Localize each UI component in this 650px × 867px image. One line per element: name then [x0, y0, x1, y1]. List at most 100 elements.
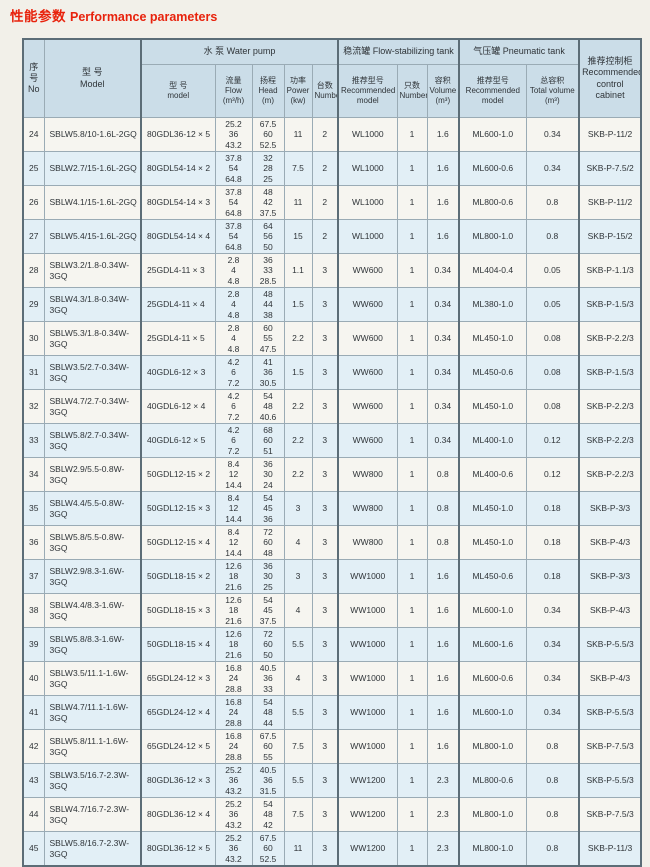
cell-cabinet: SKB-P-11/2 [578, 185, 642, 220]
cell-power: 5.5 [283, 695, 313, 730]
cell-st-qty: 1 [396, 525, 428, 560]
cell-st-model: WL1000 [337, 185, 398, 220]
cell-st-qty: 1 [396, 389, 428, 424]
cell-head: 54 48 40.6 [251, 389, 285, 424]
cell-head: 67.5 60 52.5 [251, 117, 285, 152]
cell-head: 72 60 50 [251, 627, 285, 662]
cell-pn-vol: 0.8 [525, 831, 581, 867]
cell-pn-model: ML800-1.0 [458, 831, 527, 867]
cell-flow: 8.4 12 14.4 [214, 457, 253, 492]
cell-st-qty: 1 [396, 729, 428, 764]
cell-st-model: WW800 [337, 457, 398, 492]
cell-no: 43 [22, 763, 45, 798]
cell-st-qty: 1 [396, 423, 428, 458]
cell-flow: 12.6 18 21.6 [214, 627, 253, 662]
cell-flow: 2.8 4 4.8 [214, 253, 253, 288]
cell-qty: 2 [311, 219, 340, 254]
cell-model: SBLW3.5/16.7-2.3W-3GQ [43, 763, 142, 798]
cell-head: 40.5 36 31.5 [251, 763, 285, 798]
cell-power: 11 [283, 117, 313, 152]
cell-cabinet: SKB-P-5.5/3 [578, 763, 642, 798]
cell-power: 1.5 [283, 287, 313, 322]
cell-pn-vol: 0.34 [525, 151, 581, 186]
cell-cabinet: SKB-P-7.5/2 [578, 151, 642, 186]
header-st-qty: 只数 Number [396, 64, 428, 118]
cell-flow: 4.2 6 7.2 [214, 423, 253, 458]
cell-pump: 25GDL4-11 × 3 [140, 253, 216, 288]
cell-qty: 3 [311, 423, 340, 458]
cell-st-model: WW1200 [337, 831, 398, 867]
cell-pump: 50GDL12-15 × 4 [140, 525, 216, 560]
cell-st-vol: 0.34 [426, 321, 461, 356]
table-row: 38 SBLW4.4/8.3-1.6W-3GQ 50GDL18-15 × 3 12.6… [22, 593, 642, 628]
cell-model: SBLW4.7/16.7-2.3W-3GQ [43, 797, 142, 832]
cell-st-qty: 1 [396, 797, 428, 832]
cell-head: 41 36 30.5 [251, 355, 285, 390]
cell-st-vol: 1.6 [426, 695, 461, 730]
cell-flow: 25.2 36 43.2 [214, 797, 253, 832]
cell-pn-model: ML600-1.0 [458, 695, 527, 730]
table-row: 33 SBLW5.8/2.7-0.34W-3GQ 40GDL6-12 × 5 4.2 … [22, 423, 642, 458]
cell-st-qty: 1 [396, 355, 428, 390]
cell-pump: 80GDL36-12 × 3 [140, 763, 216, 798]
cell-flow: 16.8 24 28.8 [214, 729, 253, 764]
cell-cabinet: SKB-P-3/3 [578, 491, 642, 526]
cell-st-model: WL1000 [337, 117, 398, 152]
cell-st-qty: 1 [396, 695, 428, 730]
cell-cabinet: SKB-P-7.5/3 [578, 729, 642, 764]
cell-power: 7.5 [283, 729, 313, 764]
cell-no: 27 [22, 219, 45, 254]
cell-qty: 3 [311, 321, 340, 356]
cell-head: 36 30 24 [251, 457, 285, 492]
cell-flow: 16.8 24 28.8 [214, 661, 253, 696]
cell-st-model: WL1000 [337, 151, 398, 186]
cell-qty: 3 [311, 695, 340, 730]
header-cabinet: 推荐控制柜 Recommended control cabinet [578, 38, 642, 118]
cell-power: 4 [283, 593, 313, 628]
cell-st-model: WW1000 [337, 661, 398, 696]
cell-cabinet: SKB-P-2.2/3 [578, 423, 642, 458]
header-pump-qty: 台数 Number [311, 64, 340, 118]
cell-pn-model: ML450-0.6 [458, 355, 527, 390]
cell-pn-vol: 0.08 [525, 321, 581, 356]
cell-pn-model: ML400-0.6 [458, 457, 527, 492]
cell-power: 1.5 [283, 355, 313, 390]
cell-power: 11 [283, 831, 313, 867]
table-row: 25 SBLW2.7/15-1.6L-2GQ 80GDL54-14 × 2 37.8 … [22, 151, 642, 186]
header-group-pneumatic-tank: 气压罐 Pneumatic tank [458, 38, 581, 65]
cell-model: SBLW2.7/15-1.6L-2GQ [43, 151, 142, 186]
table-row: 29 SBLW4.3/1.8-0.34W-3GQ 25GDL4-11 × 4 2.8 … [22, 287, 642, 322]
cell-flow: 12.6 18 21.6 [214, 593, 253, 628]
cell-no: 38 [22, 593, 45, 628]
header-pump-model: 型 号 model [140, 64, 216, 118]
cell-st-vol: 0.34 [426, 253, 461, 288]
cell-model: SBLW5.8/8.3-1.6W-3GQ [43, 627, 142, 662]
cell-pump: 40GDL6-12 × 4 [140, 389, 216, 424]
cell-qty: 2 [311, 117, 340, 152]
cell-no: 33 [22, 423, 45, 458]
cell-pn-vol: 0.08 [525, 389, 581, 424]
cell-no: 28 [22, 253, 45, 288]
table-row: 34 SBLW2.9/5.5-0.8W-3GQ 50GDL12-15 × 2 8.4 … [22, 457, 642, 492]
page-title-cn: 性能参数 [10, 9, 66, 24]
cell-st-vol: 2.3 [426, 763, 461, 798]
cell-st-qty: 1 [396, 185, 428, 220]
cell-st-qty: 1 [396, 287, 428, 322]
cell-pn-vol: 0.8 [525, 763, 581, 798]
table-row: 27 SBLW5.4/15-1.6L-2GQ 80GDL54-14 × 4 37.8 … [22, 219, 642, 254]
cell-pn-vol: 0.34 [525, 117, 581, 152]
cell-qty: 2 [311, 185, 340, 220]
cell-cabinet: SKB-P-4/3 [578, 661, 642, 696]
cell-st-model: WW600 [337, 355, 398, 390]
cell-model: SBLW4.1/15-1.6L-2GQ [43, 185, 142, 220]
cell-head: 36 33 28.5 [251, 253, 285, 288]
cell-cabinet: SKB-P-2.2/3 [578, 389, 642, 424]
cell-head: 36 30 25 [251, 559, 285, 594]
cell-model: SBLW4.7/2.7-0.34W-3GQ [43, 389, 142, 424]
cell-power: 3 [283, 559, 313, 594]
cell-head: 68 60 51 [251, 423, 285, 458]
cell-model: SBLW5.3/1.8-0.34W-3GQ [43, 321, 142, 356]
cell-head: 54 48 42 [251, 797, 285, 832]
cell-pump: 50GDL18-15 × 3 [140, 593, 216, 628]
cell-pump: 50GDL12-15 × 3 [140, 491, 216, 526]
